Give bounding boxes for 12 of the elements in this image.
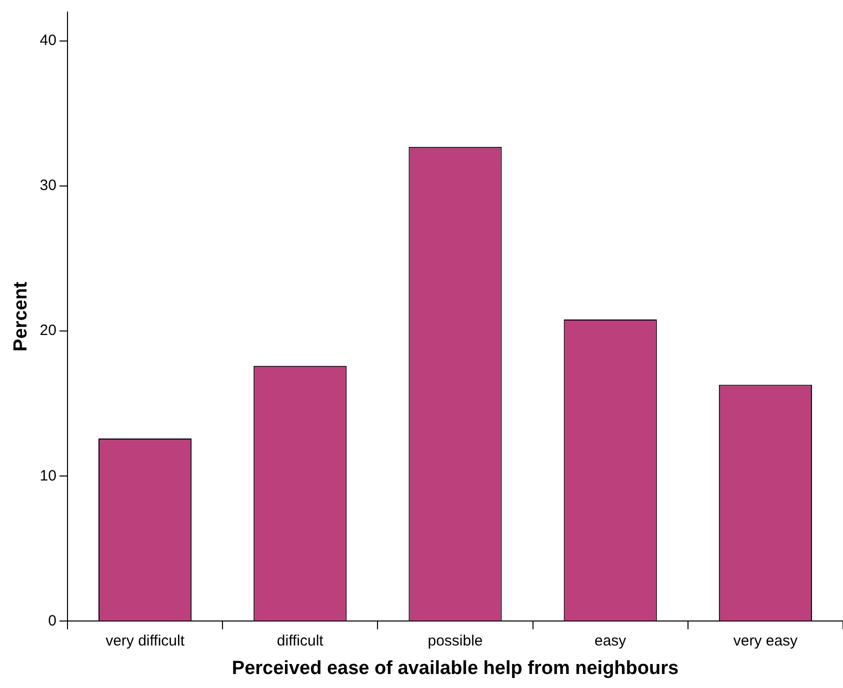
x-tick-label: very easy — [733, 632, 798, 650]
x-tick-label: difficult — [276, 632, 324, 650]
y-tick-label: 30 — [40, 177, 56, 194]
y-tick-label: 0 — [48, 612, 56, 630]
x-tick-label: easy — [594, 632, 627, 650]
y-tick-label: 20 — [40, 322, 56, 340]
x-tick-label: possible — [428, 632, 483, 650]
x-tick-label: very difficult — [106, 632, 186, 650]
y-tick-label: 10 — [40, 467, 56, 484]
y-tick-label: 40 — [40, 32, 56, 50]
y-axis-title: Percent — [10, 281, 32, 352]
x-axis-title: Perceived ease of available help from neighbours — [232, 658, 679, 679]
